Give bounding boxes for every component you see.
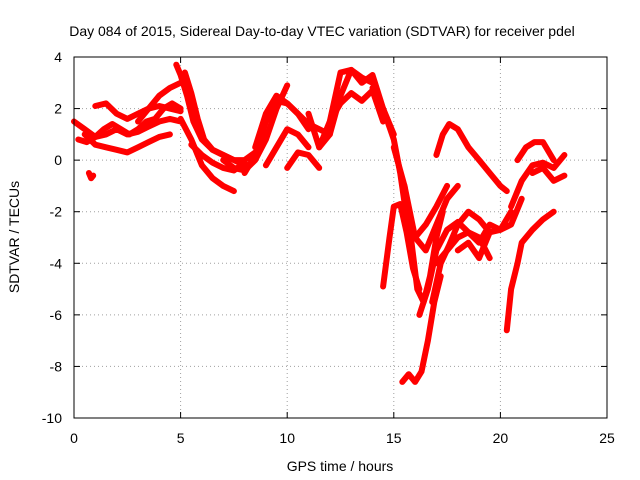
series-arc-24 (416, 219, 493, 318)
series-arc-27 (433, 195, 525, 267)
x-tick-label: 20 (493, 430, 509, 446)
y-tick-label: -8 (50, 358, 63, 374)
series-arc-25 (429, 208, 493, 305)
x-tick-label: 10 (279, 430, 295, 446)
series-arc-28 (454, 208, 515, 262)
series-arc-5 (92, 100, 184, 122)
series-arc-13 (252, 92, 312, 151)
series-arc-31 (514, 139, 557, 164)
series-arc-4 (85, 170, 97, 182)
series-arc-9 (177, 115, 237, 195)
series-arc-2 (81, 131, 173, 156)
series-arc-14 (262, 126, 312, 169)
x-tick-label: 5 (177, 430, 185, 446)
axis-ticks: 0 5 10 15 20 25 -10 -8 -6 -4 -2 0 2 4 (42, 49, 615, 446)
chart-title: Day 084 of 2015, Sidereal Day-to-day VTE… (69, 23, 575, 39)
y-tick-label: -4 (50, 255, 63, 271)
series-arc-29 (503, 208, 557, 334)
y-tick-label: 4 (54, 49, 62, 65)
series-arc-26 (433, 121, 510, 195)
x-axis-label: GPS time / hours (287, 458, 394, 474)
y-tick-label: 2 (54, 101, 62, 117)
series-arc-30 (508, 152, 568, 210)
data-series (71, 61, 568, 385)
series-arc-15 (284, 149, 323, 171)
x-tick-label: 25 (599, 430, 615, 446)
x-tick-label: 15 (386, 430, 402, 446)
y-tick-label: -10 (42, 410, 62, 426)
y-tick-label: -2 (50, 204, 63, 220)
y-tick-label: 0 (54, 152, 62, 168)
plot-frame (73, 56, 608, 419)
series-arc-6 (135, 79, 184, 125)
x-tick-label: 0 (70, 430, 78, 446)
series-arc-32 (529, 164, 568, 184)
y-axis-label: SDTVAR / TECUs (6, 181, 22, 293)
y-tick-label: -6 (50, 307, 63, 323)
series-arc-8 (181, 69, 259, 164)
